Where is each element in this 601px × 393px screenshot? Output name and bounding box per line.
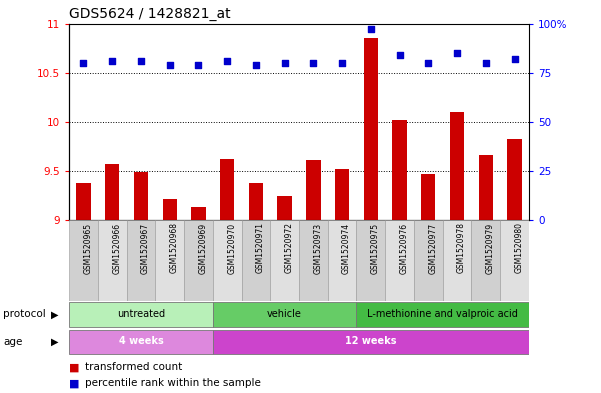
Text: GSM1520978: GSM1520978	[457, 222, 466, 274]
Point	[222, 58, 232, 64]
Bar	[507, 139, 522, 220]
Point	[366, 26, 376, 33]
Text: GSM1520977: GSM1520977	[429, 222, 438, 274]
Text: GSM1520974: GSM1520974	[342, 222, 351, 274]
Bar	[385, 220, 414, 301]
Bar	[76, 183, 91, 220]
Bar	[471, 220, 500, 301]
Text: GSM1520968: GSM1520968	[169, 222, 178, 274]
Bar	[356, 220, 385, 301]
Bar	[414, 220, 443, 301]
Text: GSM1520966: GSM1520966	[112, 222, 121, 274]
Point	[165, 62, 174, 68]
Bar	[249, 183, 263, 220]
Bar	[278, 196, 292, 220]
Text: ■: ■	[69, 362, 79, 373]
Bar	[184, 220, 213, 301]
Point	[337, 60, 347, 66]
Point	[452, 50, 462, 56]
Text: age: age	[3, 337, 22, 347]
Bar	[356, 302, 529, 327]
Text: untreated: untreated	[117, 309, 165, 319]
Text: vehicle: vehicle	[267, 309, 302, 319]
Point	[136, 58, 146, 64]
Text: transformed count: transformed count	[85, 362, 183, 373]
Bar	[335, 169, 349, 220]
Text: protocol: protocol	[3, 309, 46, 320]
Text: GSM1520965: GSM1520965	[84, 222, 93, 274]
Point	[308, 60, 318, 66]
Text: GSM1520970: GSM1520970	[227, 222, 236, 274]
Text: GSM1520976: GSM1520976	[400, 222, 409, 274]
Bar	[270, 220, 299, 301]
Text: percentile rank within the sample: percentile rank within the sample	[85, 378, 261, 388]
Text: GSM1520975: GSM1520975	[371, 222, 380, 274]
Bar	[220, 159, 234, 220]
Point	[280, 60, 290, 66]
Point	[194, 62, 203, 68]
Bar	[155, 220, 184, 301]
Text: GSM1520969: GSM1520969	[198, 222, 207, 274]
Point	[251, 62, 261, 68]
Bar	[191, 207, 206, 220]
Bar	[306, 160, 320, 220]
Point	[424, 60, 433, 66]
Bar	[450, 112, 464, 220]
Text: GDS5624 / 1428821_at: GDS5624 / 1428821_at	[69, 7, 231, 21]
Bar	[213, 220, 242, 301]
Bar	[478, 155, 493, 220]
Point	[395, 52, 404, 58]
Bar	[500, 220, 529, 301]
Text: GSM1520979: GSM1520979	[486, 222, 495, 274]
Point	[79, 60, 88, 66]
Bar	[127, 220, 155, 301]
Bar	[69, 220, 98, 301]
Bar	[134, 172, 148, 220]
Text: 12 weeks: 12 weeks	[345, 336, 397, 346]
Text: GSM1520980: GSM1520980	[514, 222, 523, 274]
Text: GSM1520967: GSM1520967	[141, 222, 150, 274]
Text: ▶: ▶	[52, 337, 59, 347]
Bar	[213, 329, 529, 354]
Bar	[105, 164, 120, 220]
Text: L-methionine and valproic acid: L-methionine and valproic acid	[367, 309, 518, 319]
Text: GSM1520973: GSM1520973	[313, 222, 322, 274]
Bar	[98, 220, 127, 301]
Bar	[162, 199, 177, 220]
Text: ▶: ▶	[52, 309, 59, 320]
Bar	[392, 120, 407, 220]
Point	[481, 60, 490, 66]
Point	[108, 58, 117, 64]
Text: 4 weeks: 4 weeks	[118, 336, 163, 346]
Text: ■: ■	[69, 378, 79, 388]
Bar	[69, 302, 213, 327]
Bar	[421, 174, 436, 220]
Bar	[364, 39, 378, 220]
Text: GSM1520971: GSM1520971	[256, 222, 265, 274]
Bar	[242, 220, 270, 301]
Text: GSM1520972: GSM1520972	[285, 222, 294, 274]
Bar	[443, 220, 471, 301]
Bar	[69, 329, 213, 354]
Bar	[213, 302, 356, 327]
Bar	[328, 220, 356, 301]
Point	[510, 56, 519, 62]
Bar	[299, 220, 328, 301]
